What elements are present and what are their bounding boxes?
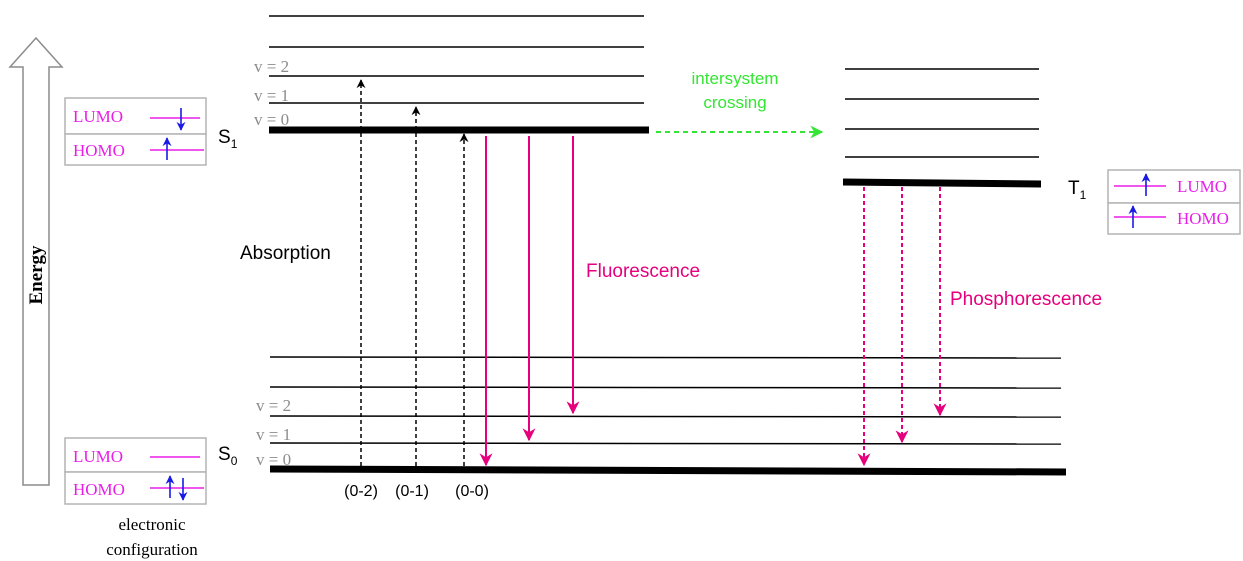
config-caption: electronic configuration: [106, 515, 198, 559]
energy-axis-label: Energy: [26, 245, 47, 305]
s0-ground-vib-level: [269, 465, 1067, 476]
energy-axis: Energy: [8, 36, 64, 486]
t1-state-label: T1: [1068, 178, 1087, 202]
s1-config-homo-cell: [64, 133, 207, 166]
fluorescence-label: Fluorescence: [586, 261, 700, 282]
s0-vib-level: [269, 386, 1062, 389]
t1-ground-vib-level: [842, 178, 1042, 188]
t1-levels: T1: [842, 68, 1087, 202]
transition-label-0-2: (0-2): [344, 483, 378, 500]
s0-levels: v = 2 v = 1 v = 0 S0: [218, 356, 1067, 476]
absorption-arrows: Absorption (0-2) (0-1) (0-0): [238, 79, 489, 500]
s1-lumo-label: LUMO: [73, 107, 123, 126]
s0-vib-label: v = 0: [256, 450, 291, 469]
s0-lumo-label: LUMO: [73, 447, 123, 466]
s0-config-box: LUMO HOMO: [64, 437, 207, 505]
config-caption-line1: electronic: [118, 515, 185, 534]
config-caption-line2: configuration: [106, 540, 198, 559]
s0-homo-label: HOMO: [73, 480, 125, 499]
t1-lumo-label: LUMO: [1177, 177, 1227, 196]
s1-vib-label: v = 1: [254, 86, 289, 105]
t1-homo-label: HOMO: [1177, 209, 1229, 228]
transition-label-0-0: (0-0): [455, 483, 489, 500]
absorption-label: Absorption: [240, 243, 331, 264]
s0-state-label: S0: [218, 444, 238, 468]
phosphorescence-label: Phosphorescence: [950, 289, 1102, 310]
s1-levels: v = 2 v = 1 v = 0 S1: [218, 15, 649, 151]
s0-vib-level: [269, 356, 1062, 359]
s1-config-box: LUMO HOMO: [64, 97, 207, 166]
isc-label-line2: crossing: [703, 93, 766, 112]
s1-vib-label: v = 2: [254, 57, 289, 76]
s0-vib-label: v = 1: [256, 425, 291, 444]
energy-arrow-icon: [8, 36, 64, 486]
phosphorescence-arrows: Phosphorescence: [857, 187, 1146, 467]
s1-vib-label: v = 0: [254, 110, 289, 129]
isc-label-line1: intersystem: [692, 69, 779, 88]
fluorescence-arrows: Fluorescence: [479, 136, 700, 467]
absorption-label-bg: [238, 240, 358, 266]
transition-label-0-1: (0-1): [395, 483, 429, 500]
s0-vib-label: v = 2: [256, 396, 291, 415]
t1-config-box: LUMO HOMO: [1107, 169, 1241, 235]
s0-vib-level: [269, 415, 1062, 418]
s0-vib-level: [269, 442, 1062, 445]
phosphorescence-label-bg: [946, 286, 1146, 312]
s1-homo-label: HOMO: [73, 141, 125, 160]
isc-arrow-group: intersystem crossing: [656, 69, 824, 139]
s1-state-label: S1: [218, 127, 238, 151]
